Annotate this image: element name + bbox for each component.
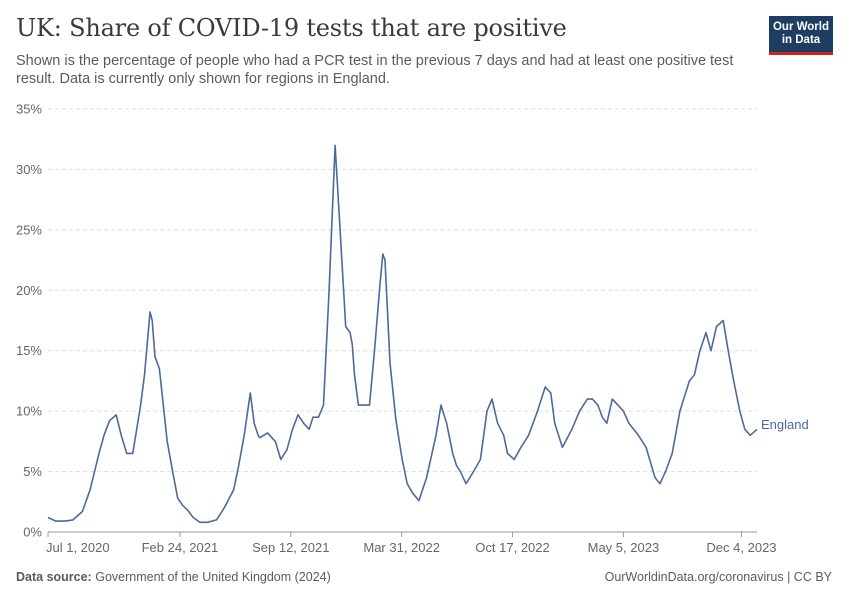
chart-subtitle: Shown is the percentage of people who ha… bbox=[16, 53, 734, 87]
y-tick-label: 25% bbox=[16, 222, 42, 237]
series-layer: England bbox=[47, 144, 809, 524]
logo-line-2: in Data bbox=[781, 34, 821, 46]
y-tick-label: 35% bbox=[16, 102, 42, 117]
x-tick-label: Mar 31, 2022 bbox=[363, 540, 440, 555]
x-tick-label: Oct 17, 2022 bbox=[475, 540, 549, 555]
x-tick-label: Jul 1, 2020 bbox=[46, 540, 110, 555]
x-tick-label: May 5, 2023 bbox=[588, 540, 660, 555]
x-tick-label: Dec 4, 2023 bbox=[706, 540, 776, 555]
x-axis: Jul 1, 2020 Feb 24, 2021 Sep 12, 2021 Mar 3… bbox=[46, 532, 777, 555]
y-tick-label: 0% bbox=[23, 525, 42, 540]
y-tick-label: 15% bbox=[16, 343, 42, 358]
logo-line-1: Our World bbox=[772, 21, 829, 33]
y-tick-label: 30% bbox=[16, 162, 42, 177]
y-tick-label: 20% bbox=[16, 283, 42, 298]
owid-logo[interactable]: Our World in Data bbox=[769, 16, 833, 55]
data-source-label: Data source: bbox=[16, 570, 92, 584]
series-line-england[interactable] bbox=[47, 144, 758, 524]
series-label-england[interactable]: England bbox=[761, 417, 809, 432]
x-tick-label: Sep 12, 2021 bbox=[252, 540, 329, 555]
data-source: Data source: Government of the United Ki… bbox=[16, 570, 331, 584]
footer-url[interactable]: OurWorldinData.org/coronavirus | CC BY bbox=[604, 570, 832, 584]
y-tick-label: 10% bbox=[16, 404, 42, 419]
y-tick-label: 5% bbox=[23, 464, 42, 479]
x-tick-label: Feb 24, 2021 bbox=[142, 540, 219, 555]
data-source-link[interactable]: Government of the United Kingdom (2024) bbox=[95, 570, 331, 584]
y-axis: 0% 5% 10% 15% 20% 25% 30% 35% bbox=[16, 102, 42, 540]
grid-layer bbox=[48, 108, 757, 533]
line-chart: 0% 5% 10% 15% 20% 25% 30% 35% Jul 1, 2020 Feb 24… bbox=[16, 102, 809, 556]
chart-title: UK: Share of COVID-19 tests that are pos… bbox=[16, 14, 567, 42]
